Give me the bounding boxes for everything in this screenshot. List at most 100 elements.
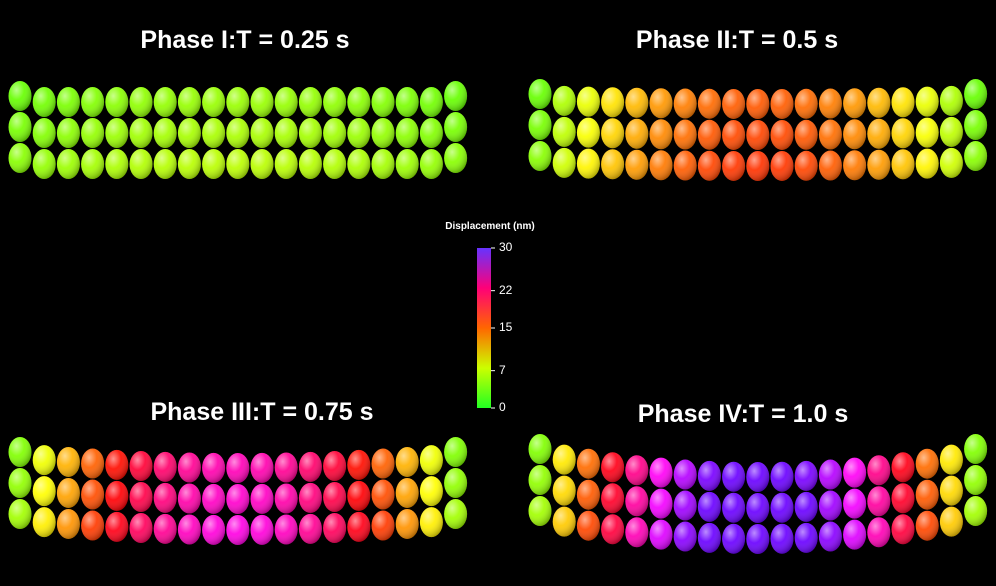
sphere-shade <box>130 451 153 481</box>
sphere-shade <box>529 141 552 171</box>
panel-title: Phase II:T = 0.5 s <box>636 26 838 54</box>
sphere-shade <box>299 149 322 179</box>
colorbar-tick-label: 22 <box>499 283 513 297</box>
sphere-shade <box>795 523 818 553</box>
sphere-shade <box>154 514 177 544</box>
sphere-shade <box>299 483 322 513</box>
sphere-shade <box>444 499 467 529</box>
sphere-shade <box>347 87 370 117</box>
sphere-shade <box>746 493 769 523</box>
sphere-shade <box>722 524 745 554</box>
sphere-shade <box>867 455 890 485</box>
sphere-shade <box>819 460 842 490</box>
sphere-shade <box>916 87 939 117</box>
sphere-shade <box>178 149 201 179</box>
sphere-shade <box>529 465 552 495</box>
sphere-shade <box>892 87 915 117</box>
sphere-shade <box>226 87 249 117</box>
sphere-shade <box>650 520 673 550</box>
sphere-shade <box>372 511 395 541</box>
sphere-shade <box>771 462 794 492</box>
colorbar-label: Displacement (nm) <box>445 221 534 232</box>
sphere-shade <box>105 512 128 542</box>
sphere-shade <box>81 87 104 117</box>
sphere-shade <box>420 507 443 537</box>
sphere-shade <box>275 118 298 148</box>
sphere-shade <box>9 499 32 529</box>
sphere-shade <box>130 118 153 148</box>
sphere-shade <box>650 458 673 488</box>
sphere-shade <box>105 87 128 117</box>
sphere-shade <box>577 511 600 541</box>
sphere-shade <box>202 515 225 545</box>
sphere-shade <box>444 112 467 142</box>
sphere-shade <box>178 87 201 117</box>
sphere-shade <box>867 119 890 149</box>
sphere-shade <box>529 110 552 140</box>
sphere-shade <box>396 447 419 477</box>
sphere-shade <box>251 149 274 179</box>
sphere-shade <box>650 489 673 519</box>
sphere-shade <box>396 87 419 117</box>
sphere-shade <box>226 484 249 514</box>
sphere-shade <box>553 507 576 537</box>
sphere-shade <box>251 515 274 545</box>
sphere-shade <box>771 120 794 150</box>
sphere-shade <box>81 149 104 179</box>
sphere-shade <box>674 120 697 150</box>
sphere-shade <box>420 149 443 179</box>
sphere-shade <box>746 524 769 554</box>
sphere-shade <box>154 87 177 117</box>
sphere-shade <box>843 119 866 149</box>
sphere-shade <box>577 87 600 117</box>
sphere-shade <box>601 514 624 544</box>
sphere-shade <box>843 88 866 118</box>
sphere-shade <box>202 149 225 179</box>
sphere-shade <box>940 507 963 537</box>
sphere-shade <box>347 512 370 542</box>
sphere-shade <box>202 453 225 483</box>
sphere-shade <box>154 452 177 482</box>
sphere-shade <box>9 112 32 142</box>
sphere-shade <box>275 87 298 117</box>
panel-title: Phase III:T = 0.75 s <box>150 398 373 426</box>
sphere-shade <box>81 511 104 541</box>
sphere-shade <box>57 118 80 148</box>
sphere-shade <box>372 449 395 479</box>
sphere-shade <box>771 151 794 181</box>
sphere-shade <box>105 149 128 179</box>
sphere-shade <box>529 434 552 464</box>
sphere-shade <box>601 149 624 179</box>
sphere-shade <box>251 453 274 483</box>
sphere-shade <box>347 450 370 480</box>
sphere-shade <box>964 110 987 140</box>
sphere-shade <box>819 491 842 521</box>
sphere-shade <box>202 87 225 117</box>
sphere-shade <box>154 149 177 179</box>
sphere-shade <box>420 476 443 506</box>
panel-title: Phase I:T = 0.25 s <box>140 26 349 54</box>
sphere-shade <box>529 496 552 526</box>
sphere-shade <box>674 522 697 552</box>
sphere-shade <box>746 89 769 119</box>
sphere-shade <box>275 484 298 514</box>
sphere-shade <box>698 461 721 491</box>
sphere-shade <box>226 515 249 545</box>
colorbar-tick-label: 30 <box>499 240 513 254</box>
sphere-shade <box>819 89 842 119</box>
sphere-shade <box>964 79 987 109</box>
sphere-shade <box>33 445 56 475</box>
sphere-shade <box>178 453 201 483</box>
sphere-shade <box>916 449 939 479</box>
sphere-shade <box>892 452 915 482</box>
sphere-shade <box>625 88 648 118</box>
sphere-shade <box>795 89 818 119</box>
sphere-shade <box>105 481 128 511</box>
sphere-shade <box>940 148 963 178</box>
sphere-shade <box>577 480 600 510</box>
sphere-shade <box>625 486 648 516</box>
sphere-shade <box>795 120 818 150</box>
sphere-shade <box>964 434 987 464</box>
sphere-shade <box>9 468 32 498</box>
sphere-shade <box>674 460 697 490</box>
